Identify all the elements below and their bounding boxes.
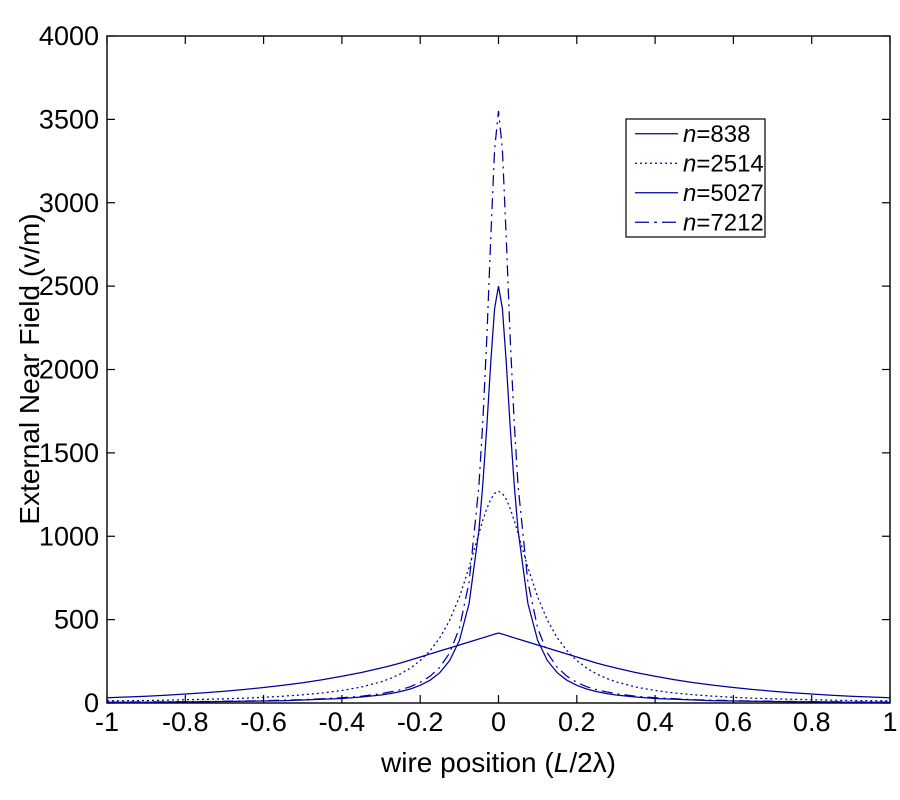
y-tick-label: 2500 — [39, 271, 99, 301]
x-axis-label-var: L — [553, 747, 570, 778]
x-tick-label: 0 — [491, 707, 506, 737]
y-tick-label: 3000 — [39, 188, 99, 218]
legend-entry: n=838 — [635, 121, 750, 148]
x-tick-label: -0.2 — [397, 707, 444, 737]
series-n-838 — [106, 632, 891, 699]
legend-label: n=2514 — [683, 150, 764, 177]
x-tick-label: 0.6 — [715, 707, 753, 737]
x-axis-label: wire position (L/2λ) — [107, 747, 890, 779]
legend-box — [625, 118, 766, 238]
y-tick-label: 0 — [84, 688, 99, 718]
x-axis-label-pre: wire position ( — [381, 747, 554, 778]
y-tick-label: 500 — [54, 605, 99, 635]
x-axis-label-post: /2λ) — [569, 747, 616, 778]
series-n-2514 — [106, 490, 891, 702]
y-tick-label: 1000 — [39, 521, 99, 551]
y-tick-label: 1500 — [39, 438, 99, 468]
legend-entry: n=5027 — [635, 180, 764, 207]
tick-marks — [106, 35, 891, 704]
legend-entry: n=2514 — [635, 150, 764, 177]
plot-frame — [106, 35, 891, 704]
y-axis-label: External Near Field (v/m) — [14, 213, 45, 525]
legend-label: n=7212 — [683, 209, 764, 236]
y-tick-label: 2000 — [39, 355, 99, 385]
x-tick-label: 0.2 — [558, 707, 596, 737]
legend-label: n=838 — [683, 121, 750, 148]
x-tick-label: -0.6 — [240, 707, 287, 737]
x-tick-label: -0.4 — [319, 707, 366, 737]
series-n-7212 — [106, 110, 891, 703]
y-tick-label: 4000 — [39, 21, 99, 51]
x-tick-label: 0.8 — [793, 707, 831, 737]
x-tick-label: -0.8 — [162, 707, 209, 737]
x-tick-label: -1 — [95, 707, 119, 737]
legend-label: n=5027 — [683, 180, 764, 207]
x-tick-label: 1 — [882, 707, 897, 737]
legend-entry: n=7212 — [635, 209, 764, 236]
x-tick-label: 0.4 — [636, 707, 674, 737]
y-tick-label: 3500 — [39, 104, 99, 134]
